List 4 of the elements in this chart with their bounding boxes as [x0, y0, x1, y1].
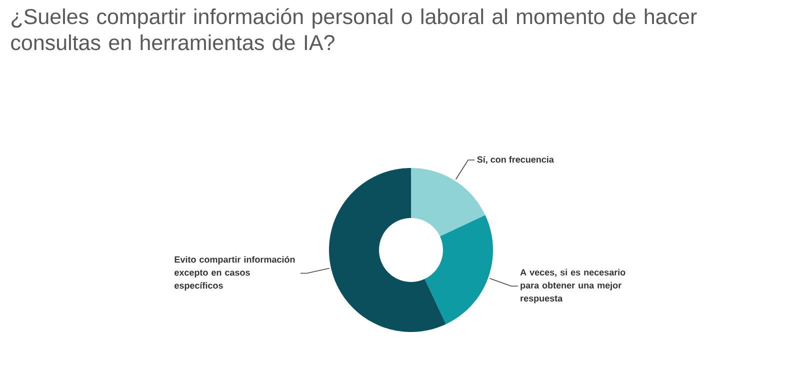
slice-label: A veces, si es necesario para obtener una mejor respuesta [520, 268, 626, 304]
slice-label: Sí, con frecuencia [477, 156, 554, 164]
slice-label: Evito compartir información excepto en casos específicos [174, 256, 295, 290]
chart-title: ¿Sueles compartir información personal o laboral al momento de hacer consultas en herramientas de IA? [11, 8, 697, 50]
